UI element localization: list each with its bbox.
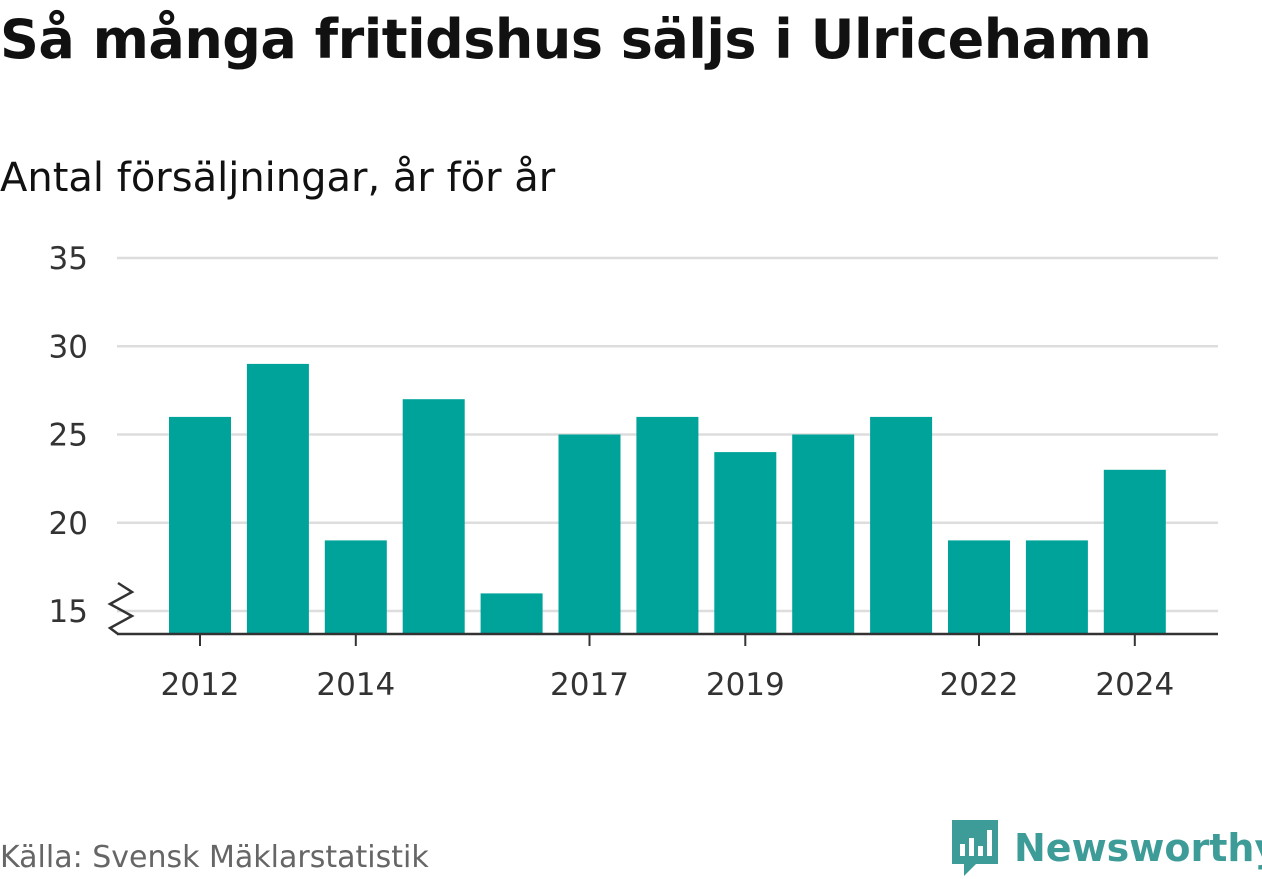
chart-subtitle: Antal försäljningar, år för år — [0, 155, 556, 201]
x-tick-label-2019: 2019 — [706, 667, 785, 703]
y-tick-label-30: 30 — [49, 329, 88, 365]
bar-2016 — [480, 593, 543, 634]
bar-2017 — [558, 434, 621, 634]
bars — [169, 363, 1166, 634]
y-tick-label-25: 25 — [49, 418, 88, 454]
bar-2015 — [402, 399, 465, 634]
x-tick-label-2014: 2014 — [316, 667, 395, 703]
logo-text: Newsworthy — [1014, 826, 1262, 870]
newsworthy-logo: Newsworthy — [950, 818, 1262, 878]
y-tick-label-35: 35 — [49, 241, 88, 277]
x-axis-tick-labels: 2012 2014 2017 2019 2022 2024 — [161, 634, 1174, 703]
bar-2020 — [792, 434, 855, 634]
y-axis-tick-labels: 15 20 25 30 35 — [49, 241, 88, 630]
y-tick-label-20: 20 — [49, 506, 88, 542]
x-tick-label-2024: 2024 — [1095, 667, 1174, 703]
bar-2014 — [324, 540, 387, 634]
bar-2019 — [714, 452, 777, 634]
x-axis — [107, 581, 1218, 636]
chart-title: Så många fritidshus säljs i Ulricehamn — [0, 8, 1152, 71]
bar-2022 — [948, 540, 1010, 634]
bar-2021 — [870, 416, 933, 634]
source-note: Källa: Svensk Mäklarstatistik — [0, 840, 429, 875]
x-tick-label-2022: 2022 — [940, 667, 1019, 703]
bar-2012 — [169, 416, 231, 634]
bar-2013 — [246, 363, 309, 634]
bar-chart-speech-bubble-icon — [952, 820, 998, 876]
x-tick-label-2017: 2017 — [550, 667, 629, 703]
y-tick-label-15: 15 — [49, 594, 88, 630]
bar-2018 — [636, 416, 699, 634]
x-tick-label-2012: 2012 — [161, 667, 240, 703]
bar-2024 — [1103, 469, 1166, 634]
bar-2023 — [1025, 540, 1088, 634]
y-axis-break-icon — [107, 581, 135, 635]
